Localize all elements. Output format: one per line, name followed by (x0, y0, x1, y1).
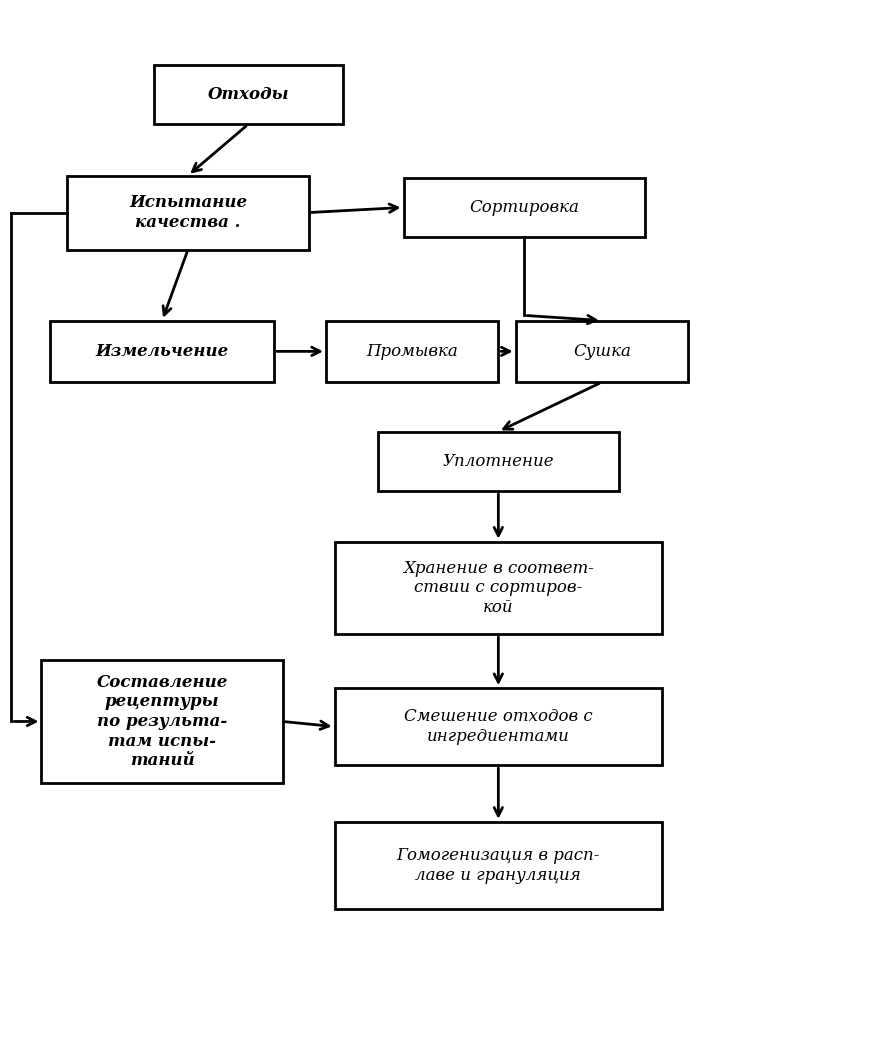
FancyBboxPatch shape (153, 65, 343, 124)
FancyBboxPatch shape (378, 431, 619, 491)
FancyBboxPatch shape (335, 688, 662, 765)
FancyBboxPatch shape (67, 175, 308, 250)
FancyBboxPatch shape (335, 822, 662, 909)
Text: Сортировка: Сортировка (470, 199, 579, 216)
FancyBboxPatch shape (50, 321, 274, 382)
FancyBboxPatch shape (326, 321, 498, 382)
Text: Уплотнение: Уплотнение (442, 453, 555, 470)
Text: Промывка: Промывка (366, 343, 458, 359)
Text: Хранение в соответ-
ствии с сортиров-
кой: Хранение в соответ- ствии с сортиров- ко… (403, 560, 594, 616)
Text: Составление
рецептуры
по результа-
там испы-
таний: Составление рецептуры по результа- там и… (96, 674, 228, 769)
FancyBboxPatch shape (335, 542, 662, 635)
Text: Отходы: Отходы (208, 85, 289, 103)
FancyBboxPatch shape (41, 660, 283, 784)
FancyBboxPatch shape (516, 321, 688, 382)
Text: Смешение отходов с
ингредиентами: Смешение отходов с ингредиентами (404, 709, 593, 745)
Text: Измельчение: Измельчение (95, 343, 229, 359)
Text: Гомогенизация в расп-
лаве и грануляция: Гомогенизация в расп- лаве и грануляция (397, 847, 600, 884)
FancyBboxPatch shape (404, 177, 645, 238)
Text: Испытание
качества .: Испытание качества . (129, 194, 247, 231)
Text: Сушка: Сушка (573, 343, 631, 359)
